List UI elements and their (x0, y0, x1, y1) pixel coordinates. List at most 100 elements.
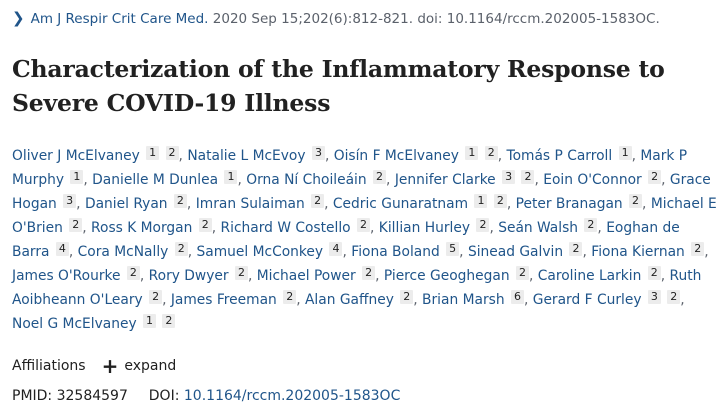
author-link[interactable]: Pierce Geoghegan (383, 268, 510, 284)
affiliation-badge[interactable]: 2 (515, 266, 529, 280)
affiliations-row: Affiliations + expand (12, 356, 176, 376)
author-link[interactable]: Brian Marsh (422, 292, 505, 308)
affiliation-badge[interactable]: 2 (569, 242, 583, 256)
affiliation-badge[interactable]: 2 (691, 242, 705, 256)
affiliation-badge[interactable]: 2 (648, 170, 662, 184)
author-separator: , (631, 148, 641, 164)
affiliation-badge[interactable]: 2 (174, 242, 188, 256)
author-link[interactable]: Caroline Larkin (537, 268, 642, 284)
author-link[interactable]: Natalie L McEvoy (187, 148, 306, 164)
citation-line: ❯ Am J Respir Crit Care Med. 2020 Sep 15;… (12, 8, 660, 29)
plus-icon[interactable]: + (101, 354, 119, 378)
affiliation-badge[interactable]: 4 (55, 242, 69, 256)
affiliation-badge[interactable]: 2 (69, 218, 83, 232)
author-separator: , (370, 220, 379, 236)
affiliation-badge[interactable]: 2 (311, 194, 325, 208)
affiliation-badge[interactable]: 5 (446, 242, 460, 256)
author-link[interactable]: Michael E O'Brien (12, 196, 717, 236)
affiliation-badge[interactable]: 2 (400, 290, 414, 304)
author-link[interactable]: Cedric Gunaratnam (332, 196, 469, 212)
author-link[interactable]: Ross K Morgan (91, 220, 193, 236)
journal-link[interactable]: Am J Respir Crit Care Med. (30, 11, 209, 27)
author-separator: , (76, 196, 85, 212)
author-link[interactable]: Daniel Ryan (84, 196, 168, 212)
affiliation-badge[interactable]: 1 (465, 146, 479, 160)
affiliation-badge[interactable]: 2 (283, 290, 297, 304)
affiliation-badge[interactable]: 2 (476, 218, 490, 232)
affiliation-badge[interactable]: 2 (198, 218, 212, 232)
author-link[interactable]: Eoghan de Barra (12, 220, 680, 260)
affiliation-badge[interactable]: 1 (224, 170, 238, 184)
author-link[interactable]: Fiona Kiernan (591, 244, 685, 260)
author-link[interactable]: Noel G McElvaney (12, 316, 137, 332)
affiliation-badge[interactable]: 2 (165, 146, 179, 160)
affiliation-badge[interactable]: 2 (162, 314, 176, 328)
doi-label: DOI: (148, 388, 180, 404)
identifiers-row: PMID: 32584597 DOI: 10.1164/rccm.202005-… (12, 386, 400, 406)
author-link[interactable]: Samuel McConkey (196, 244, 324, 260)
author-link[interactable]: Grace Hogan (12, 172, 711, 212)
chevron-right-icon[interactable]: ❯ (12, 9, 25, 27)
author-link[interactable]: Oliver J McElvaney (12, 148, 140, 164)
author-link[interactable]: James O'Rourke (12, 268, 121, 284)
author-separator: , (324, 148, 334, 164)
affiliation-badge[interactable]: 2 (629, 194, 643, 208)
author-link[interactable]: Mark P Murphy (12, 148, 688, 188)
author-link[interactable]: Danielle M Dunlea (92, 172, 219, 188)
author-link[interactable]: Eoin O'Connor (543, 172, 642, 188)
expand-link[interactable]: expand (124, 358, 177, 374)
author-link[interactable]: Sinead Galvin (467, 244, 564, 260)
affiliation-badge[interactable]: 3 (502, 170, 516, 184)
author-link[interactable]: Ruth Aoibheann O'Leary (12, 268, 702, 308)
affiliation-badge[interactable]: 2 (484, 146, 498, 160)
affiliation-badge[interactable]: 1 (146, 146, 160, 160)
author-separator: , (375, 268, 384, 284)
affiliation-badge[interactable]: 3 (311, 146, 325, 160)
author-link[interactable]: Michael Power (256, 268, 356, 284)
author-link[interactable]: Killian Hurley (378, 220, 471, 236)
author-link[interactable]: Peter Branagan (515, 196, 623, 212)
author-link[interactable]: James Freeman (170, 292, 277, 308)
affiliation-badge[interactable]: 2 (173, 194, 187, 208)
author-link[interactable]: Rory Dwyer (148, 268, 229, 284)
author-link[interactable]: Imran Sulaiman (195, 196, 305, 212)
affiliation-badge[interactable]: 2 (584, 218, 598, 232)
author-link[interactable]: Jennifer Clarke (394, 172, 496, 188)
author-link[interactable]: Cora McNally (77, 244, 169, 260)
affiliation-badge[interactable]: 2 (647, 266, 661, 280)
author-separator: , (237, 172, 247, 188)
author-link[interactable]: Oisín F McElvaney (333, 148, 459, 164)
affiliation-badge[interactable]: 1 (70, 170, 84, 184)
affiliation-badge[interactable]: 6 (510, 290, 524, 304)
author-separator: , (582, 244, 592, 260)
author-link[interactable]: Richard W Costello (220, 220, 351, 236)
author-list: Oliver J McElvaney 1 2, Natalie L McEvoy… (12, 144, 717, 336)
author-separator: , (139, 268, 149, 284)
article-title: Characterization of the Inflammatory Res… (12, 55, 665, 117)
author-separator: , (68, 244, 78, 260)
author-link[interactable]: Alan Gaffney (304, 292, 394, 308)
affiliation-badge[interactable]: 3 (63, 194, 77, 208)
doi-link[interactable]: 10.1164/rccm.202005-1583OC (183, 388, 401, 404)
author-link[interactable]: Tomás P Carroll (506, 148, 613, 164)
affiliation-badge[interactable]: 2 (362, 266, 376, 280)
author-link[interactable]: Orna Ní Choileáin (246, 172, 367, 188)
affiliation-badge[interactable]: 1 (618, 146, 632, 160)
affiliation-badge[interactable]: 1 (474, 194, 488, 208)
affiliation-badge[interactable]: 2 (149, 290, 163, 304)
affiliation-badge[interactable]: 2 (521, 170, 535, 184)
affiliation-badge[interactable]: 2 (373, 170, 387, 184)
affiliation-badge[interactable]: 2 (667, 290, 681, 304)
author-separator: , (162, 292, 171, 308)
author-link[interactable]: Seán Walsh (498, 220, 579, 236)
affiliation-badge[interactable]: 2 (357, 218, 371, 232)
affiliation-badge[interactable]: 3 (647, 290, 661, 304)
author-link[interactable]: Fiona Boland (351, 244, 440, 260)
affiliation-badge[interactable]: 4 (329, 242, 343, 256)
affiliation-badge[interactable]: 2 (234, 266, 248, 280)
affiliation-badge[interactable]: 2 (493, 194, 507, 208)
author-separator: , (680, 292, 685, 308)
affiliation-badge[interactable]: 1 (143, 314, 156, 328)
author-link[interactable]: Gerard F Curley (532, 292, 642, 308)
affiliation-badge[interactable]: 2 (126, 266, 140, 280)
